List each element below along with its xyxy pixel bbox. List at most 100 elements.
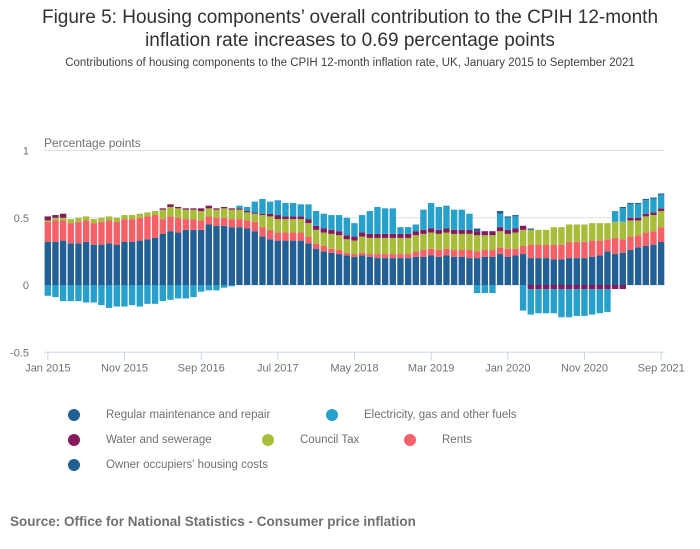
bar-segment-owner-occupiers-housing-costs[interactable] [458, 256, 465, 285]
bar-segment-electricity-gas-and-other-fuels[interactable] [289, 202, 297, 217]
bar-segment-owner-occupiers-housing-costs[interactable] [282, 240, 289, 286]
bar-segment-owner-occupiers-housing-costs[interactable] [59, 240, 67, 286]
bar-segment-owner-occupiers-housing-costs[interactable] [650, 244, 657, 285]
bar-segment-council-tax[interactable] [205, 208, 212, 217]
bar-segment-council-tax[interactable] [197, 211, 205, 221]
bar-segment-council-tax[interactable] [90, 219, 97, 224]
bar-segment-rents[interactable] [113, 221, 120, 245]
bar-segment-owner-occupiers-housing-costs[interactable] [335, 254, 343, 285]
bar-segment-water-and-sewerage[interactable] [650, 212, 657, 216]
bar-segment-electricity-gas-and-other-fuels[interactable] [305, 204, 312, 220]
bar-segment-water-and-sewerage[interactable] [205, 205, 212, 209]
bar-segment-rents[interactable] [527, 244, 534, 259]
bar-segment-water-and-sewerage[interactable] [619, 285, 626, 290]
bar-segment-electricity-gas-and-other-fuels[interactable] [197, 285, 205, 292]
bar-segment-electricity-gas-and-other-fuels[interactable] [190, 285, 197, 298]
bar-segment-owner-occupiers-housing-costs[interactable] [657, 241, 665, 285]
bar-segment-rents[interactable] [420, 250, 427, 257]
bar-segment-rents[interactable] [489, 250, 496, 257]
bar-segment-owner-occupiers-housing-costs[interactable] [481, 256, 488, 285]
bar-segment-electricity-gas-and-other-fuels[interactable] [642, 200, 649, 214]
bar-segment-council-tax[interactable] [75, 217, 82, 222]
bar-segment-council-tax[interactable] [59, 217, 67, 221]
bar-segment-water-and-sewerage[interactable] [274, 215, 281, 220]
bar-segment-water-and-sewerage[interactable] [52, 215, 59, 218]
bar-segment-rents[interactable] [650, 231, 657, 245]
bar-segment-rents[interactable] [213, 217, 220, 226]
bar-segment-owner-occupiers-housing-costs[interactable] [151, 237, 159, 285]
bar-segment-council-tax[interactable] [558, 227, 565, 245]
bar-segment-owner-occupiers-housing-costs[interactable] [427, 255, 435, 285]
bar-segment-electricity-gas-and-other-fuels[interactable] [443, 205, 450, 229]
bar-segment-electricity-gas-and-other-fuels[interactable] [167, 285, 174, 300]
bar-segment-electricity-gas-and-other-fuels[interactable] [496, 213, 504, 228]
bar-segment-owner-occupiers-housing-costs[interactable] [90, 244, 97, 285]
bar-segment-owner-occupiers-housing-costs[interactable] [98, 244, 105, 285]
bar-segment-electricity-gas-and-other-fuels[interactable] [297, 204, 304, 217]
bar-segment-council-tax[interactable] [151, 211, 159, 216]
bar-segment-regular-maintenance-and-repair[interactable] [619, 206, 626, 209]
bar-segment-owner-occupiers-housing-costs[interactable] [305, 243, 312, 286]
bar-segment-electricity-gas-and-other-fuels[interactable] [374, 206, 381, 234]
bar-segment-owner-occupiers-housing-costs[interactable] [44, 241, 51, 285]
bar-segment-electricity-gas-and-other-fuels[interactable] [213, 285, 220, 291]
bar-segment-council-tax[interactable] [274, 219, 281, 233]
bar-segment-water-and-sewerage[interactable] [535, 285, 542, 290]
bar-segment-electricity-gas-and-other-fuels[interactable] [220, 285, 228, 288]
bar-segment-electricity-gas-and-other-fuels[interactable] [404, 227, 412, 234]
bar-segment-council-tax[interactable] [565, 224, 573, 242]
bar-segment-owner-occupiers-housing-costs[interactable] [565, 258, 573, 285]
bar-segment-water-and-sewerage[interactable] [558, 285, 565, 290]
bar-segment-electricity-gas-and-other-fuels[interactable] [351, 223, 358, 237]
bar-segment-rents[interactable] [274, 232, 281, 241]
legend-item-water[interactable]: Water and sewerage [68, 434, 212, 446]
bar-segment-rents[interactable] [565, 241, 573, 259]
bar-segment-council-tax[interactable] [82, 216, 90, 221]
bar-segment-council-tax[interactable] [335, 235, 343, 251]
bar-segment-regular-maintenance-and-repair[interactable] [657, 193, 665, 195]
bar-segment-rents[interactable] [634, 235, 642, 248]
bar-segment-rents[interactable] [642, 232, 649, 246]
bar-segment-electricity-gas-and-other-fuels[interactable] [228, 285, 235, 287]
bar-segment-rents[interactable] [67, 223, 74, 244]
bar-segment-owner-occupiers-housing-costs[interactable] [542, 258, 550, 285]
bar-segment-rents[interactable] [627, 236, 634, 251]
bar-segment-rents[interactable] [305, 236, 312, 244]
legend-item-ooh[interactable]: Owner occupiers' housing costs [68, 459, 268, 471]
bar-segment-council-tax[interactable] [98, 217, 105, 222]
bar-segment-electricity-gas-and-other-fuels[interactable] [412, 224, 419, 232]
bar-segment-electricity-gas-and-other-fuels[interactable] [527, 289, 534, 315]
bar-segment-electricity-gas-and-other-fuels[interactable] [504, 217, 511, 230]
bar-segment-council-tax[interactable] [259, 215, 266, 228]
bar-segment-rents[interactable] [573, 241, 580, 259]
bar-segment-rents[interactable] [542, 244, 550, 259]
bar-segment-rents[interactable] [535, 244, 542, 259]
bar-segment-council-tax[interactable] [397, 237, 404, 255]
bar-segment-electricity-gas-and-other-fuels[interactable] [144, 285, 151, 304]
bar-segment-water-and-sewerage[interactable] [397, 233, 404, 238]
legend-item-rents[interactable]: Rents [404, 434, 472, 446]
bar-segment-owner-occupiers-housing-costs[interactable] [358, 255, 366, 285]
bar-segment-owner-occupiers-housing-costs[interactable] [297, 240, 304, 286]
bar-segment-water-and-sewerage[interactable] [374, 233, 381, 238]
bar-segment-council-tax[interactable] [420, 233, 427, 251]
bar-segment-electricity-gas-and-other-fuels[interactable] [558, 289, 565, 318]
bar-segment-rents[interactable] [52, 220, 59, 242]
bar-segment-water-and-sewerage[interactable] [312, 225, 320, 230]
bar-segment-council-tax[interactable] [642, 216, 649, 233]
bar-segment-electricity-gas-and-other-fuels[interactable] [90, 285, 97, 303]
bar-segment-rents[interactable] [167, 216, 174, 232]
bar-segment-council-tax[interactable] [113, 217, 120, 222]
bar-segment-electricity-gas-and-other-fuels[interactable] [427, 202, 435, 229]
bar-segment-council-tax[interactable] [251, 213, 258, 222]
bar-segment-rents[interactable] [121, 219, 128, 242]
bar-segment-owner-occupiers-housing-costs[interactable] [67, 243, 74, 286]
bar-segment-electricity-gas-and-other-fuels[interactable] [397, 227, 404, 234]
bar-segment-council-tax[interactable] [504, 233, 511, 249]
bar-segment-council-tax[interactable] [535, 229, 542, 245]
bar-segment-council-tax[interactable] [596, 223, 603, 241]
bar-segment-electricity-gas-and-other-fuels[interactable] [588, 289, 596, 315]
bar-segment-rents[interactable] [144, 216, 151, 240]
bar-segment-rents[interactable] [174, 217, 182, 233]
bar-segment-rents[interactable] [519, 246, 527, 255]
